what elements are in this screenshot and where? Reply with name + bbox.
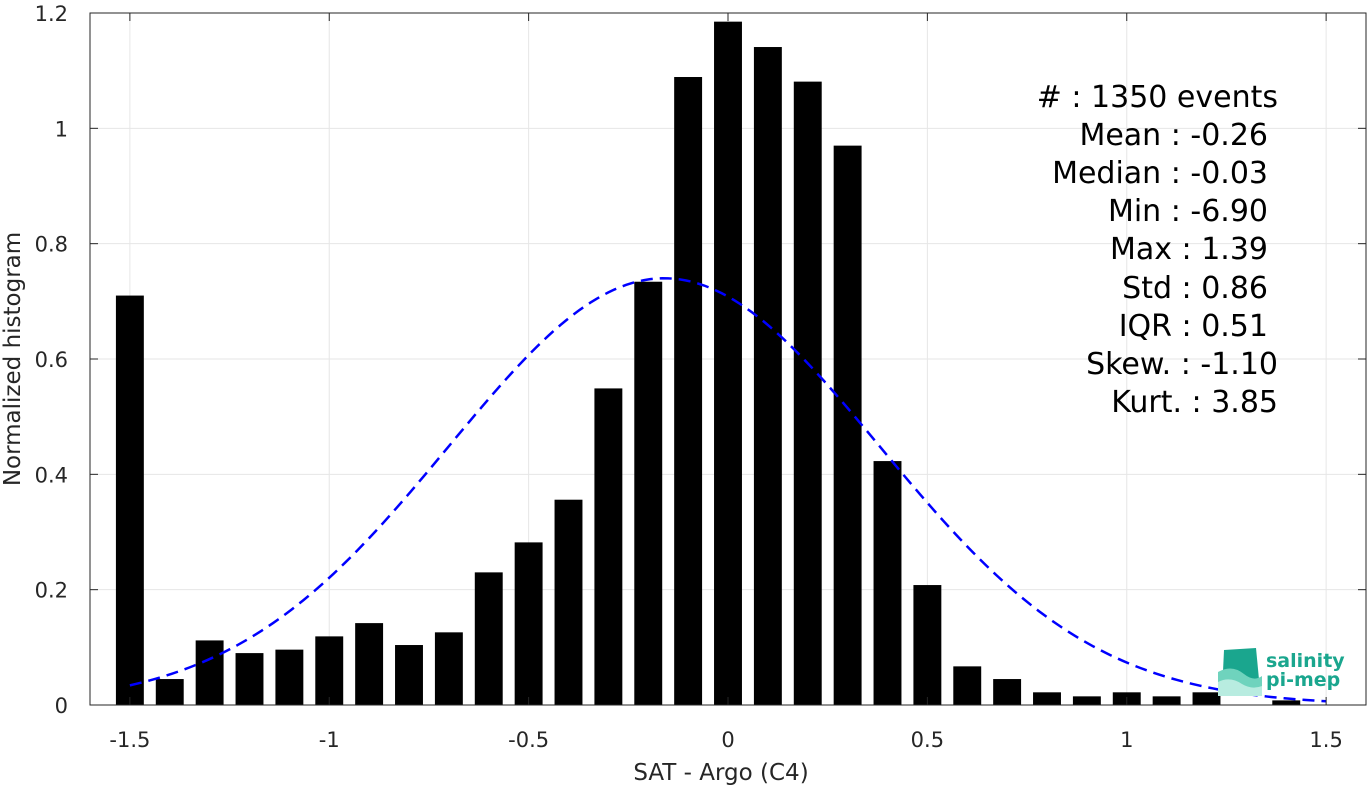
stat-count: # : 1350 events [1037, 80, 1278, 115]
tick-labels: -1.5 -1 -0.5 0 0.5 1 1.5 0 0.2 0.4 0.6 0.8 1 1.2 [35, 2, 1343, 752]
histogram-bar [913, 585, 942, 705]
y-tick-label: 0 [55, 694, 68, 718]
stats-annotation: # : 1350 events Mean : -0.26 Median : -0… [1037, 80, 1278, 420]
histogram-bar [474, 572, 503, 705]
histogram-bar [793, 81, 822, 705]
histogram-bar [1033, 692, 1061, 705]
histogram-bar [634, 281, 663, 705]
stat-iqr: IQR : 0.51 [1119, 309, 1268, 344]
logo-text-salinity: salinity [1266, 650, 1345, 672]
wave-logo-icon [1218, 648, 1262, 696]
y-tick-label: 0.2 [35, 579, 68, 603]
x-axis-label: SAT - Argo (C4) [633, 760, 808, 786]
stat-max: Max : 1.39 [1110, 232, 1268, 267]
histogram-bar [434, 632, 463, 705]
histogram-bar [395, 645, 423, 705]
histogram-bar [554, 499, 583, 705]
stat-min: Min : -6.90 [1108, 194, 1268, 229]
fit-curve-layer [129, 277, 1327, 703]
x-tick-label: -1 [319, 728, 340, 752]
histogram-bar [993, 679, 1022, 705]
y-tick-label: 0.8 [35, 233, 68, 257]
histogram-bar [235, 653, 264, 705]
histogram-bar [1272, 700, 1301, 705]
y-tick-label: 0.6 [35, 348, 68, 372]
x-tick-label: 0 [721, 728, 734, 752]
y-tick-label: 1.2 [35, 2, 68, 26]
y-tick-label: 0.4 [35, 463, 68, 487]
histogram-bar [594, 388, 623, 705]
histogram-bar [115, 295, 144, 705]
histogram-bar [1152, 696, 1181, 705]
y-tick-label: 1 [55, 117, 68, 141]
histogram-bar [714, 21, 742, 705]
histogram-bar [275, 649, 304, 705]
histogram-bar [674, 77, 703, 705]
logo-text-pimep: pi-mep [1266, 669, 1340, 691]
bars [115, 21, 1301, 706]
histogram-bar [873, 461, 902, 705]
histogram-bar [315, 636, 344, 705]
x-tick-label: -1.5 [109, 728, 150, 752]
histogram-bar [833, 145, 862, 706]
stat-mean: Mean : -0.26 [1079, 118, 1268, 153]
stat-median: Median : -0.03 [1052, 156, 1268, 191]
x-tick-label: -0.5 [508, 728, 549, 752]
gaussian-fit-curve [129, 277, 1327, 703]
x-tick-label: 0.5 [911, 728, 944, 752]
histogram-bar [753, 47, 782, 706]
stat-kurt: Kurt. : 3.85 [1111, 385, 1278, 420]
histogram-bar [514, 542, 543, 705]
histogram-bar [953, 666, 982, 705]
y-axis-label: Normalized histogram [0, 232, 26, 486]
histogram-bar [355, 623, 384, 705]
x-tick-label: 1.5 [1309, 728, 1342, 752]
x-tick-label: 1 [1120, 728, 1133, 752]
histogram-bar [1072, 696, 1101, 705]
histogram-bar [155, 679, 184, 705]
salinity-pimep-logo: salinity pi-mep [1218, 648, 1345, 696]
axes [89, 12, 1367, 706]
stat-std: Std : 0.86 [1122, 271, 1268, 306]
histogram-bar [195, 640, 224, 705]
stat-skew: Skew. : -1.10 [1086, 347, 1278, 382]
histogram-bar [1192, 692, 1221, 705]
